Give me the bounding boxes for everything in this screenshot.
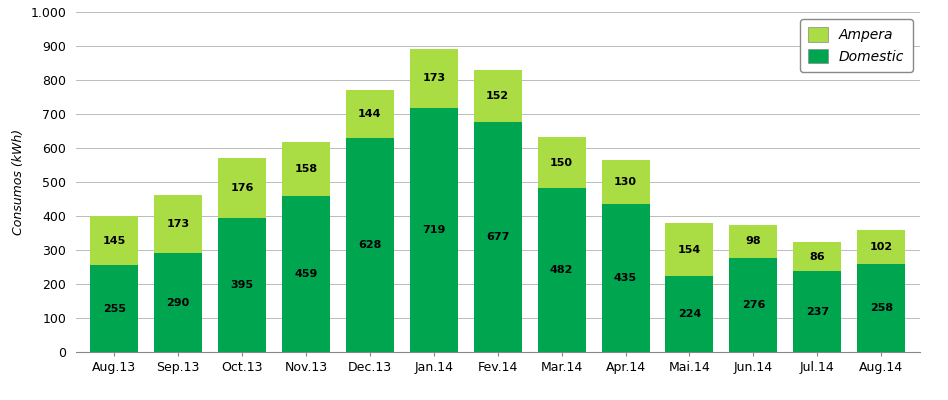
Text: 459: 459	[294, 269, 318, 279]
Text: 152: 152	[486, 91, 509, 101]
Bar	[665, 276, 714, 352]
Bar	[155, 254, 202, 352]
Bar	[857, 230, 905, 264]
Bar	[538, 137, 586, 188]
Text: 290: 290	[167, 298, 190, 308]
Y-axis label: Consumos (kWh): Consumos (kWh)	[11, 129, 25, 235]
Bar	[282, 142, 330, 196]
Bar	[729, 225, 777, 258]
Text: 86: 86	[810, 252, 825, 262]
Bar	[857, 264, 905, 352]
Text: 158: 158	[295, 164, 318, 174]
Bar	[155, 194, 202, 254]
Bar	[474, 70, 521, 122]
Text: 130: 130	[614, 177, 637, 187]
Legend: Ampera, Domestic: Ampera, Domestic	[800, 19, 913, 72]
Text: 482: 482	[550, 265, 574, 275]
Text: 677: 677	[486, 232, 509, 242]
Text: 224: 224	[678, 309, 702, 319]
Text: 395: 395	[230, 280, 253, 290]
Bar	[218, 218, 266, 352]
Bar	[793, 272, 841, 352]
Text: 176: 176	[230, 183, 254, 193]
Text: 145: 145	[102, 236, 126, 246]
Bar	[346, 138, 393, 352]
Text: 173: 173	[167, 219, 190, 229]
Text: 150: 150	[550, 158, 574, 168]
Bar	[282, 196, 330, 352]
Bar	[218, 158, 266, 218]
Bar	[602, 204, 649, 352]
Text: 435: 435	[614, 273, 637, 283]
Text: 628: 628	[358, 240, 381, 250]
Text: 276: 276	[741, 300, 765, 310]
Bar	[665, 224, 714, 276]
Bar	[602, 160, 649, 204]
Bar	[729, 258, 777, 352]
Text: 98: 98	[745, 236, 761, 246]
Bar	[346, 90, 393, 138]
Text: 255: 255	[102, 304, 126, 314]
Text: 719: 719	[422, 225, 446, 235]
Bar	[410, 49, 458, 108]
Text: 237: 237	[806, 307, 829, 317]
Bar	[410, 108, 458, 352]
Bar	[90, 216, 138, 265]
Bar	[90, 265, 138, 352]
Text: 144: 144	[358, 109, 382, 119]
Bar	[538, 188, 586, 352]
Bar	[793, 242, 841, 272]
Bar	[474, 122, 521, 352]
Text: 173: 173	[422, 73, 446, 83]
Text: 154: 154	[678, 245, 702, 255]
Text: 102: 102	[869, 242, 893, 252]
Text: 258: 258	[869, 303, 893, 313]
